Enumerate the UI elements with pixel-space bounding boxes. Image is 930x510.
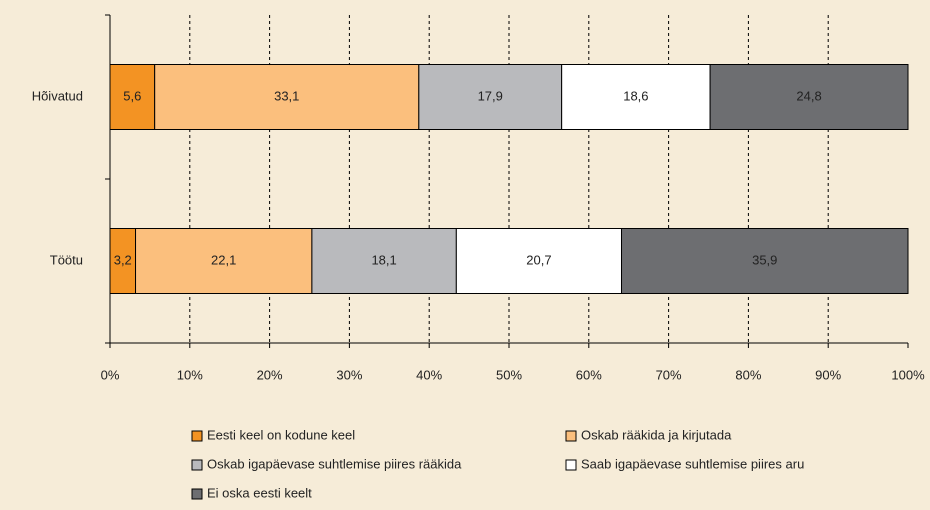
legend-label: Oskab igapäevase suhtlemise piires rääki…: [207, 456, 462, 471]
legend-swatch: [565, 459, 577, 471]
bar-segment: [561, 64, 711, 130]
value-label: 5,6: [123, 88, 141, 103]
value-label: 22,1: [211, 252, 236, 267]
bar-segment: [109, 228, 137, 294]
bar-segment: [154, 64, 420, 130]
category-label: Töötu: [50, 252, 83, 267]
x-tick-label: 40%: [416, 367, 442, 382]
x-tick-label: 70%: [656, 367, 682, 382]
x-tick-label: 20%: [257, 367, 283, 382]
category-label: Hõivatud: [32, 88, 83, 103]
x-tick-label: 60%: [576, 367, 602, 382]
bar-segment: [109, 64, 156, 130]
value-label: 20,7: [526, 252, 551, 267]
x-tick-label: 10%: [177, 367, 203, 382]
value-label: 18,6: [623, 88, 648, 103]
legend-label: Saab igapäevase suhtlemise piires aru: [581, 456, 804, 471]
x-tick-label: 50%: [496, 367, 522, 382]
value-label: 24,8: [796, 88, 821, 103]
bar-segment: [709, 64, 909, 130]
bar-segment: [455, 228, 623, 294]
legend-swatch: [565, 430, 577, 442]
legend-label: Eesti keel on kodune keel: [207, 427, 355, 442]
legend-swatch: [191, 488, 203, 500]
legend-label: Oskab rääkida ja kirjutada: [581, 427, 732, 442]
value-label: 33,1: [274, 88, 299, 103]
bar-segment: [418, 64, 563, 130]
bar-segment: [135, 228, 313, 294]
legend-swatch: [191, 430, 203, 442]
bar-segment: [621, 228, 909, 294]
legend-swatch: [191, 459, 203, 471]
bar-segment: [311, 228, 457, 294]
value-label: 17,9: [478, 88, 503, 103]
x-tick-label: 80%: [735, 367, 761, 382]
x-tick-label: 30%: [336, 367, 362, 382]
x-tick-label: 100%: [891, 367, 925, 382]
legend-label: Ei oska eesti keelt: [207, 485, 312, 500]
x-tick-label: 90%: [815, 367, 841, 382]
value-label: 18,1: [371, 252, 396, 267]
value-label: 3,2: [114, 252, 132, 267]
x-tick-label: 0%: [101, 367, 120, 382]
value-label: 35,9: [752, 252, 777, 267]
